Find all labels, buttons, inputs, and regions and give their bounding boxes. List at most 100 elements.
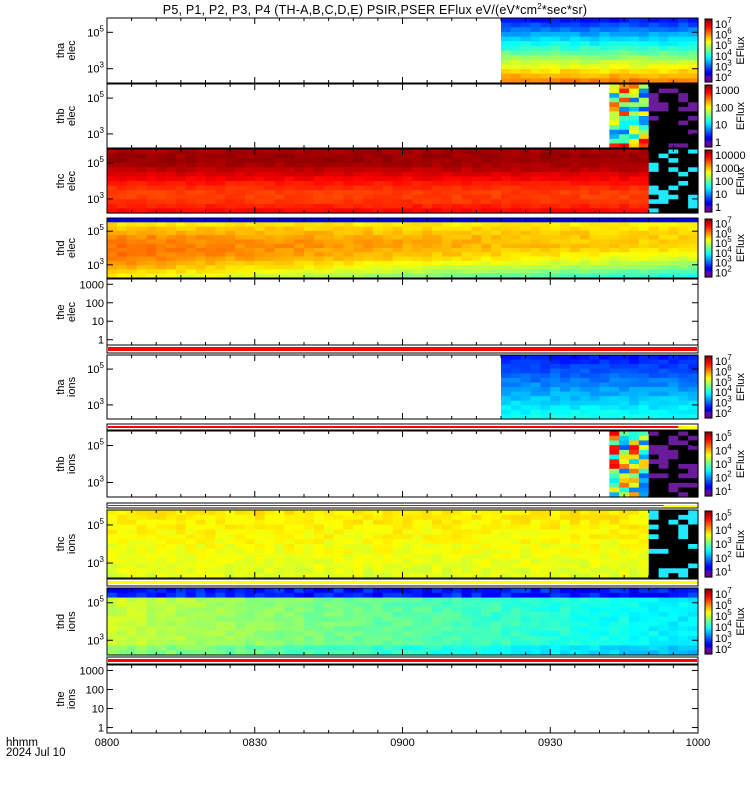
spectrogram-cell (678, 153, 689, 159)
spectrogram-cell (530, 208, 541, 214)
spectrogram-cell (510, 167, 522, 173)
spectrogram-cell (540, 158, 551, 164)
spectrogram-cell (589, 256, 601, 262)
spectrogram-cell (343, 176, 354, 182)
spectrogram-cell (688, 143, 699, 149)
spectrogram-cell (678, 449, 689, 456)
colorbar-cell (705, 177, 712, 181)
spectrogram-cell (609, 631, 620, 637)
spectrogram-cell (530, 400, 541, 406)
spectrogram-cell (688, 529, 699, 535)
spectrogram-cell (156, 650, 167, 656)
spectrogram-cell (175, 635, 187, 642)
colorbar-cell (705, 488, 712, 491)
spectrogram-cell (451, 645, 463, 651)
spectrogram-cell (550, 391, 561, 397)
spectrogram-cell (353, 616, 364, 623)
spectrogram-cell (185, 265, 197, 271)
spectrogram-cell (638, 373, 650, 379)
spectrogram-cell (530, 409, 541, 416)
colorbar-tick-label: 101 (715, 564, 732, 579)
spectrogram-cell (688, 431, 699, 437)
spectrogram-cell (520, 602, 532, 608)
spectrogram-cell (175, 226, 187, 232)
spectrogram-cell (323, 640, 335, 647)
spectrogram-cell (185, 181, 197, 187)
spectrogram-cell (274, 558, 285, 565)
spectrogram-cell (530, 158, 541, 164)
spectrogram-cell (599, 611, 610, 618)
spectrogram-cell (294, 260, 305, 266)
spectrogram-cell (244, 553, 256, 560)
spectrogram-cell (254, 269, 266, 275)
spectrogram-cell (569, 544, 581, 550)
spectrogram-cell (668, 248, 679, 253)
spectrogram-cell (274, 222, 285, 228)
spectrogram-cell (520, 524, 532, 531)
colorbar-cell (705, 72, 712, 75)
spectrogram-cell (540, 235, 551, 241)
spectrogram-cell (609, 468, 620, 475)
spectrogram-cell (638, 138, 650, 145)
spectrogram-cell (530, 510, 541, 516)
spectrogram-cell (116, 607, 128, 613)
spectrogram-cell (343, 203, 354, 210)
spectrogram-cell (501, 396, 512, 402)
spectrogram-cell (225, 563, 236, 569)
spectrogram-cell (658, 435, 670, 442)
spectrogram-cell (619, 364, 630, 370)
spectrogram-cell (638, 445, 650, 451)
colorbar-tick-label: 104 (715, 48, 732, 63)
spectrogram-cell (638, 650, 650, 656)
spectrogram-cell (560, 31, 571, 38)
spectrogram-cell (589, 373, 601, 379)
spectrogram-cell (175, 176, 187, 182)
spectrogram-cell (579, 239, 591, 245)
colorbar-cell (705, 89, 712, 92)
spectrogram-cell (343, 239, 354, 245)
spectrogram-cell (392, 588, 404, 594)
spectrogram-cell (126, 519, 138, 526)
spectrogram-cell (432, 588, 443, 594)
spectrogram-cell (688, 359, 699, 365)
spectrogram-cell (166, 548, 177, 555)
spectrogram-cell (629, 529, 640, 535)
spectrogram-cell (294, 635, 305, 642)
spectrogram-cell (166, 602, 177, 608)
spectrogram-cell (609, 377, 620, 384)
spectrogram-cell (540, 377, 551, 384)
spectrogram-cell (235, 273, 246, 279)
spectrogram-cell (215, 222, 226, 228)
spectrogram-cell (510, 239, 522, 245)
spectrogram-cell (688, 111, 699, 117)
spectrogram-cell (688, 252, 699, 258)
spectrogram-cell (540, 248, 551, 253)
spectrogram-cell (530, 529, 541, 535)
spectrogram-cell (678, 359, 689, 365)
spectrogram-cell (540, 50, 551, 56)
spectrogram-cell (363, 171, 374, 178)
spectrogram-cell (323, 171, 335, 178)
spectrogram-cell (688, 102, 699, 108)
spectrogram-cell (116, 640, 128, 647)
spectrogram-cell (471, 235, 482, 241)
spectrogram-cell (678, 468, 689, 475)
colorbar-cell (705, 185, 712, 188)
spectrogram-cell (579, 621, 591, 627)
spectrogram-cell (254, 568, 266, 574)
spectrogram-cell (560, 607, 571, 613)
spectrogram-cell (619, 635, 630, 642)
spectrogram-cell (353, 235, 364, 241)
spectrogram-cell (244, 226, 256, 232)
spectrogram-cell (441, 222, 453, 228)
spectrogram-cell (382, 544, 394, 550)
spectrogram-cell (146, 162, 157, 168)
y-axis-label: ions (66, 533, 78, 554)
spectrogram-cell (402, 218, 413, 223)
spectrogram-cell (432, 631, 443, 637)
spectrogram-cell (658, 553, 670, 560)
spectrogram-cell (333, 222, 344, 228)
spectrogram-cell (166, 592, 177, 599)
spectrogram-cell (284, 230, 295, 236)
spectrogram-cell (520, 167, 532, 173)
